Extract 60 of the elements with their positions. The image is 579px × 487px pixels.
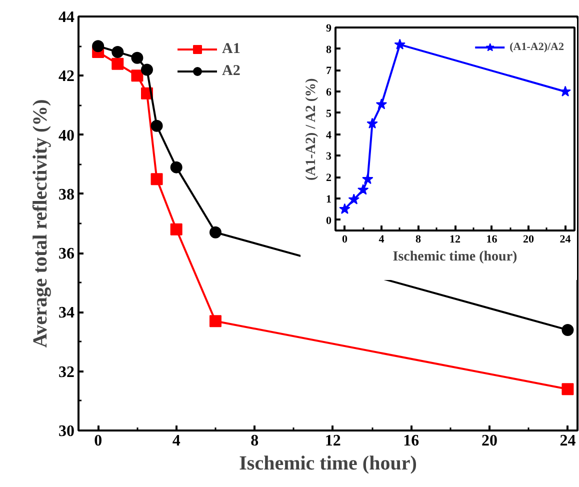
x-tick-label: 20 [523,234,535,246]
x-tick-label: 16 [486,234,498,246]
y-tick-label: 38 [58,186,74,204]
legend-label: A1 [222,40,242,58]
legend-label: (A1-A2)/A2 [510,41,564,53]
point [348,194,360,204]
x-tick-label: 8 [250,432,259,450]
y-tick-label: 3 [326,150,332,163]
point [112,58,124,70]
y-tick-label: 4 [326,129,332,142]
legend-label: A2 [222,62,242,80]
y-tick-label: 6 [326,86,332,99]
point [394,38,406,50]
point [376,98,388,110]
x-tick-label: 24 [560,432,576,450]
point [562,383,574,396]
x-tick-label: 12 [450,234,461,246]
y-tick-label: 34 [58,304,74,322]
point [150,120,163,132]
point [170,223,182,236]
y-axis-title: (A1-A2) / A2 (%) [304,78,319,181]
y-tick-label: 1 [326,193,332,206]
y-tick-label: 8 [326,44,332,56]
point [140,64,153,76]
point [131,70,144,82]
y-tick-label: 9 [326,22,332,34]
point [366,118,378,128]
point [131,52,144,64]
point [112,46,124,58]
x-tick-label: 0 [94,432,102,450]
point [339,203,350,214]
y-tick-label: 40 [58,127,74,144]
y-tick-label: 44 [58,9,74,26]
x-axis-title: Ischemic time (hour) [239,452,417,474]
y-tick-label: 42 [58,68,74,86]
x-tick-label: 4 [378,234,385,246]
y-axis-title: Average total reflectivity (%) [30,99,52,348]
x-tick-label: 4 [172,432,180,450]
x-axis-title: Ischemic time (hour) [392,250,518,264]
point [150,173,163,186]
y-tick-label: 7 [326,65,332,78]
point [357,184,369,195]
point [562,324,574,336]
x-tick-label: 0 [342,234,348,246]
x-tick-label: 12 [324,432,341,450]
point [209,226,222,238]
x-tick-label: 24 [560,234,572,246]
y-tick-label: 30 [58,423,74,440]
y-tick-label: 32 [58,364,74,381]
point [92,40,104,52]
point [209,315,222,328]
y-tick-label: 36 [58,246,74,263]
point [170,161,182,174]
y-tick-label: 5 [326,108,332,120]
x-tick-label: 20 [481,432,498,450]
point [362,173,374,184]
y-tick-label: 0 [326,214,332,227]
x-tick-label: 16 [403,432,420,450]
y-tick-label: 2 [326,172,332,184]
x-tick-label: 8 [415,234,422,246]
